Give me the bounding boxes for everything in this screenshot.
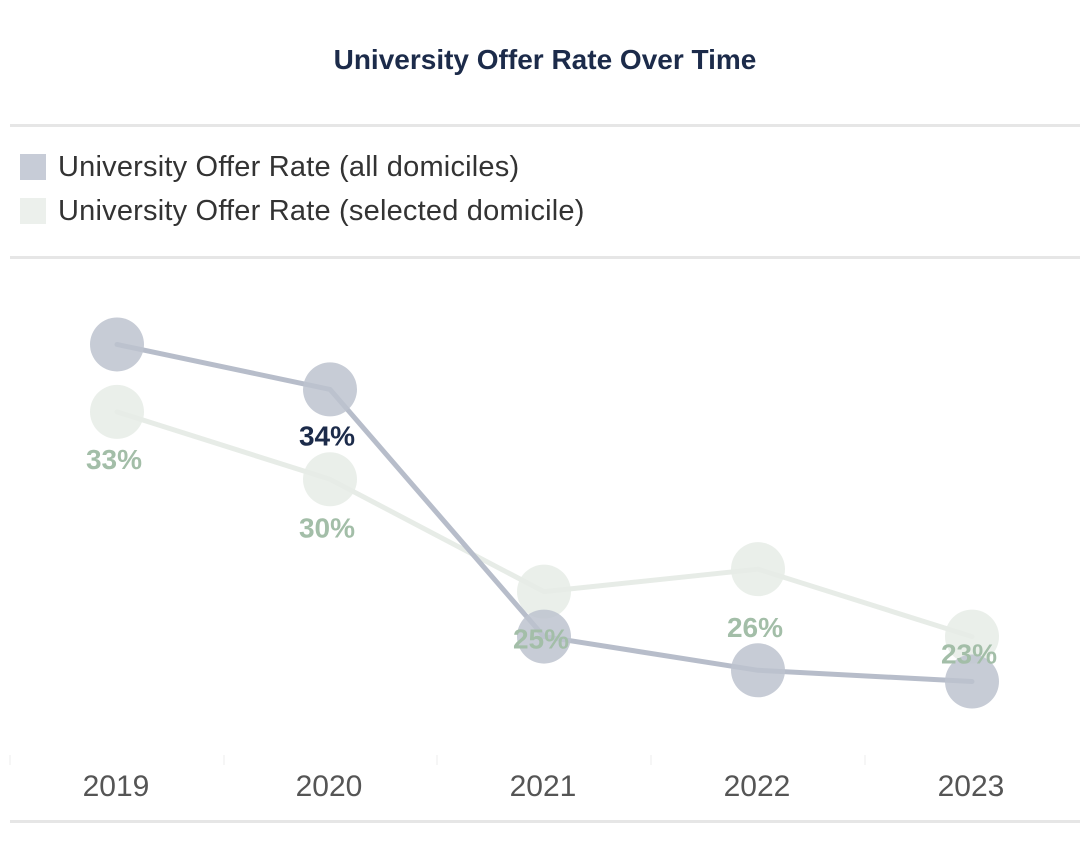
legend-swatch-all-domiciles bbox=[20, 154, 46, 180]
point-selected-domicile-2023 bbox=[945, 609, 999, 664]
point-all-domiciles-2019 bbox=[90, 317, 144, 372]
legend-swatch-selected-domicile bbox=[20, 198, 46, 224]
point-selected-domicile-2022 bbox=[731, 542, 785, 597]
data-label-selected-domicile-2019: 33% bbox=[86, 444, 142, 475]
bottom-divider bbox=[10, 820, 1080, 823]
legend-label-all-domiciles: University Offer Rate (all domiciles) bbox=[58, 150, 520, 183]
data-label-selected-domicile-2023: 23% bbox=[941, 639, 997, 670]
data-label-all-domiciles-2020: 34% bbox=[299, 420, 355, 451]
legend-divider bbox=[10, 256, 1080, 259]
chart-title: University Offer Rate Over Time bbox=[333, 44, 757, 75]
data-label-selected-domicile-2020: 30% bbox=[299, 512, 355, 543]
point-selected-domicile-2019 bbox=[90, 384, 144, 439]
legend-label-selected-domicile: University Offer Rate (selected domicile… bbox=[58, 194, 585, 227]
legend-item-all-domiciles[interactable]: University Offer Rate (all domiciles) bbox=[20, 145, 585, 189]
legend: University Offer Rate (all domiciles) Un… bbox=[20, 145, 585, 233]
x-tick-label-2020: 2020 bbox=[296, 770, 363, 803]
point-all-domiciles-2021 bbox=[517, 609, 571, 664]
point-all-domiciles-2020 bbox=[303, 362, 357, 417]
x-tick-label-2022: 2022 bbox=[724, 770, 791, 803]
x-tick-label-2021: 2021 bbox=[510, 770, 577, 803]
point-all-domiciles-2023 bbox=[945, 654, 999, 709]
data-label-selected-domicile-2022: 26% bbox=[727, 612, 783, 643]
x-tick-label-2019: 2019 bbox=[83, 770, 150, 803]
point-all-domiciles-2022 bbox=[731, 643, 785, 698]
point-selected-domicile-2020 bbox=[303, 452, 357, 507]
legend-item-selected-domicile[interactable]: University Offer Rate (selected domicile… bbox=[20, 189, 585, 233]
title-divider bbox=[10, 124, 1080, 127]
data-label-selected-domicile-2021: 25% bbox=[513, 624, 569, 655]
x-tick-label-2023: 2023 bbox=[938, 770, 1005, 803]
point-selected-domicile-2021 bbox=[517, 564, 571, 619]
